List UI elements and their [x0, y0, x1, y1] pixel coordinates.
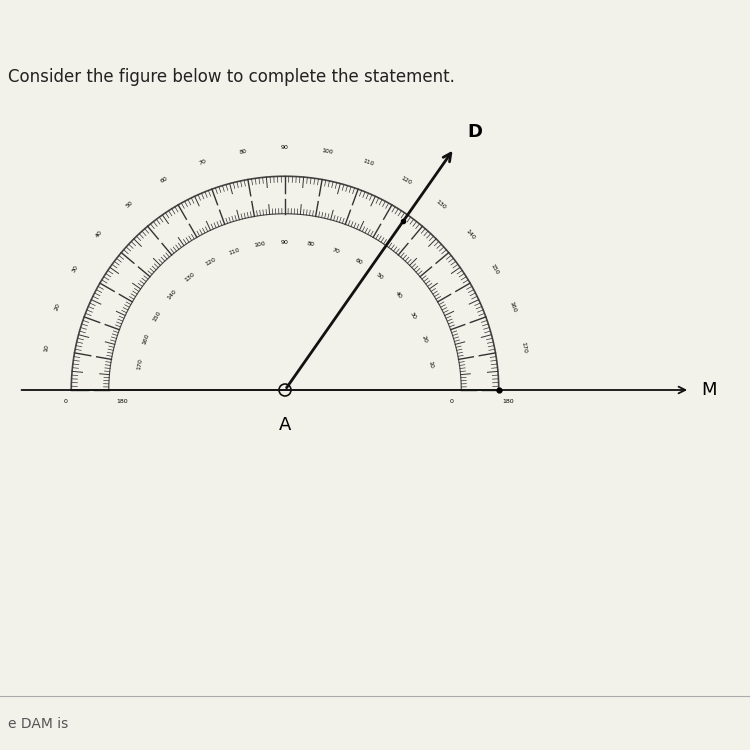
Text: 130: 130: [184, 272, 196, 283]
Text: Consider the figure below to complete the statement.: Consider the figure below to complete th…: [8, 68, 454, 86]
Text: 160: 160: [509, 301, 517, 313]
Text: 10: 10: [427, 360, 433, 368]
Text: 0: 0: [450, 399, 454, 404]
Text: 130: 130: [434, 199, 447, 210]
Text: 70: 70: [197, 159, 207, 166]
Text: 180: 180: [503, 399, 515, 404]
Text: 10: 10: [44, 344, 50, 352]
Text: 170: 170: [136, 358, 143, 370]
Text: 50: 50: [376, 272, 385, 281]
Text: 30: 30: [71, 264, 80, 274]
Text: M: M: [701, 381, 717, 399]
Text: 150: 150: [490, 262, 500, 275]
Text: 80: 80: [238, 148, 248, 154]
Text: 110: 110: [362, 158, 374, 166]
Text: 40: 40: [394, 290, 403, 300]
Text: D: D: [468, 123, 483, 141]
Text: 70: 70: [331, 248, 340, 255]
Text: 180: 180: [116, 399, 128, 404]
Text: 80: 80: [307, 242, 315, 248]
Text: 90: 90: [281, 240, 289, 244]
Text: 40: 40: [95, 230, 104, 239]
Text: 90: 90: [281, 146, 289, 150]
Text: 120: 120: [400, 175, 412, 185]
Text: 20: 20: [420, 335, 428, 344]
Text: 160: 160: [142, 333, 151, 346]
Text: 170: 170: [520, 342, 527, 354]
Text: 140: 140: [166, 289, 178, 302]
Text: e DAM is: e DAM is: [8, 717, 68, 730]
Text: 120: 120: [205, 257, 218, 267]
Text: 60: 60: [354, 258, 364, 266]
Text: 150: 150: [152, 310, 162, 322]
Text: 100: 100: [254, 241, 266, 248]
Text: 100: 100: [321, 148, 333, 155]
Text: A: A: [279, 416, 291, 434]
Text: 50: 50: [124, 200, 134, 208]
Text: 0: 0: [64, 399, 68, 404]
Text: 140: 140: [465, 228, 476, 241]
Text: 110: 110: [228, 247, 241, 256]
Text: 60: 60: [159, 176, 169, 184]
Text: 30: 30: [409, 311, 417, 321]
Text: 20: 20: [54, 302, 61, 312]
